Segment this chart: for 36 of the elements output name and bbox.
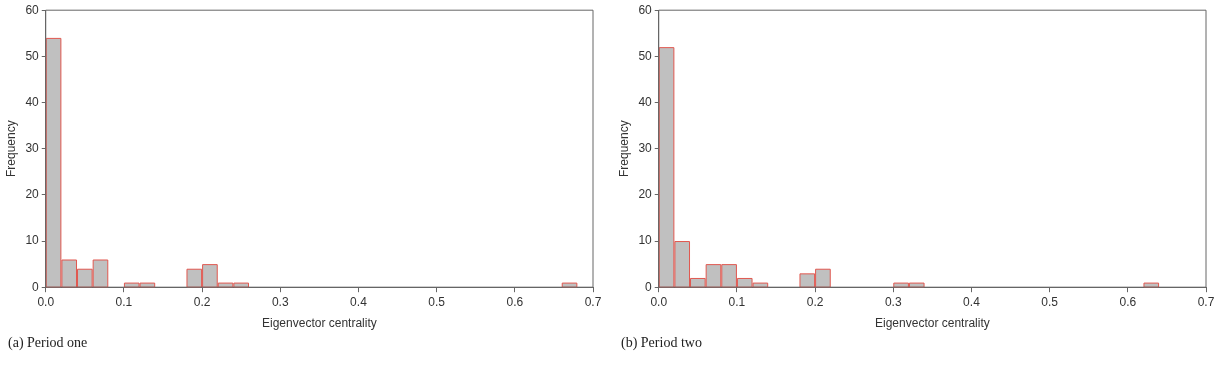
y-tick-label: 0 xyxy=(645,279,653,294)
x-tick-label: 0.4 xyxy=(963,294,981,309)
x-tick-label: 0.5 xyxy=(428,294,446,309)
y-tick-label: 60 xyxy=(638,2,653,17)
x-axis-title: Eigenvector centrality xyxy=(875,316,990,331)
x-tick-label: 0.0 xyxy=(650,294,668,309)
y-axis-title: Frequency xyxy=(616,120,631,178)
y-tick-label: 0 xyxy=(32,279,40,294)
y-tick-label: 50 xyxy=(638,48,653,63)
x-tick-label: 0.6 xyxy=(506,294,524,309)
text: (b) Period two xyxy=(620,335,703,352)
y-tick-label: 40 xyxy=(638,94,653,109)
x-tick-label: 0.6 xyxy=(1119,294,1137,309)
x-tick-label: 0.7 xyxy=(1197,294,1215,309)
x-tick-label: 0.7 xyxy=(584,294,602,309)
y-tick-label: 30 xyxy=(25,141,40,156)
x-tick-label: 0.0 xyxy=(37,294,55,309)
x-tick-label: 0.2 xyxy=(193,294,211,309)
y-tick-label: 20 xyxy=(25,187,40,202)
x-tick-label: 0.1 xyxy=(728,294,746,309)
x-tick-label: 0.3 xyxy=(884,294,902,309)
x-tick-label: 0.4 xyxy=(350,294,368,309)
x-tick-label: 0.1 xyxy=(115,294,133,309)
y-tick-label: 20 xyxy=(638,187,653,202)
x-tick-label: 0.5 xyxy=(1041,294,1059,309)
y-tick-label: 60 xyxy=(25,2,40,17)
text: (a) Period one xyxy=(7,335,89,352)
y-tick-label: 40 xyxy=(25,94,40,109)
y-tick-label: 50 xyxy=(25,48,40,63)
x-axis-title: Eigenvector centrality xyxy=(262,316,377,331)
y-axis-title: Frequency xyxy=(3,120,18,178)
x-tick-label: 0.2 xyxy=(806,294,824,309)
x-tick-label: 0.3 xyxy=(271,294,289,309)
y-tick-label: 10 xyxy=(25,233,40,248)
y-tick-label: 10 xyxy=(638,233,653,248)
y-tick-label: 30 xyxy=(638,141,653,156)
